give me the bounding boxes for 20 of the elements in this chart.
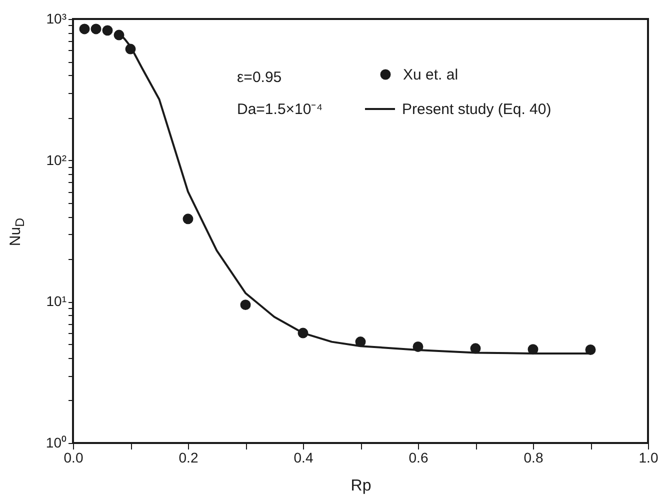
x-axis-title: Rp xyxy=(350,478,372,494)
y-tick-label: 10⁰ xyxy=(46,434,66,450)
point xyxy=(102,25,113,36)
x-tick-label: 0.2 xyxy=(178,450,198,466)
y-tick-label: 10² xyxy=(46,152,67,168)
point xyxy=(90,24,102,34)
legend-label: Present study (Eq. 40) xyxy=(402,101,552,118)
x-tick-label: 1.0 xyxy=(638,450,658,466)
legend-label: Xu et. al xyxy=(403,66,458,84)
x-tick-label: 0.4 xyxy=(294,450,314,466)
annotation: Da=1.5×10⁻⁴ xyxy=(237,101,323,118)
y-tick-label: 10¹ xyxy=(46,293,67,310)
point xyxy=(240,300,251,310)
annotation: ε=0.95 xyxy=(237,69,282,86)
x-tick-label: 0.8 xyxy=(524,450,544,466)
y-tick-label: 10³ xyxy=(46,10,67,26)
x-tick-label: 0.0 xyxy=(64,450,84,466)
point xyxy=(79,24,90,34)
point xyxy=(182,214,194,224)
x-tick-label: 0.6 xyxy=(408,450,428,466)
